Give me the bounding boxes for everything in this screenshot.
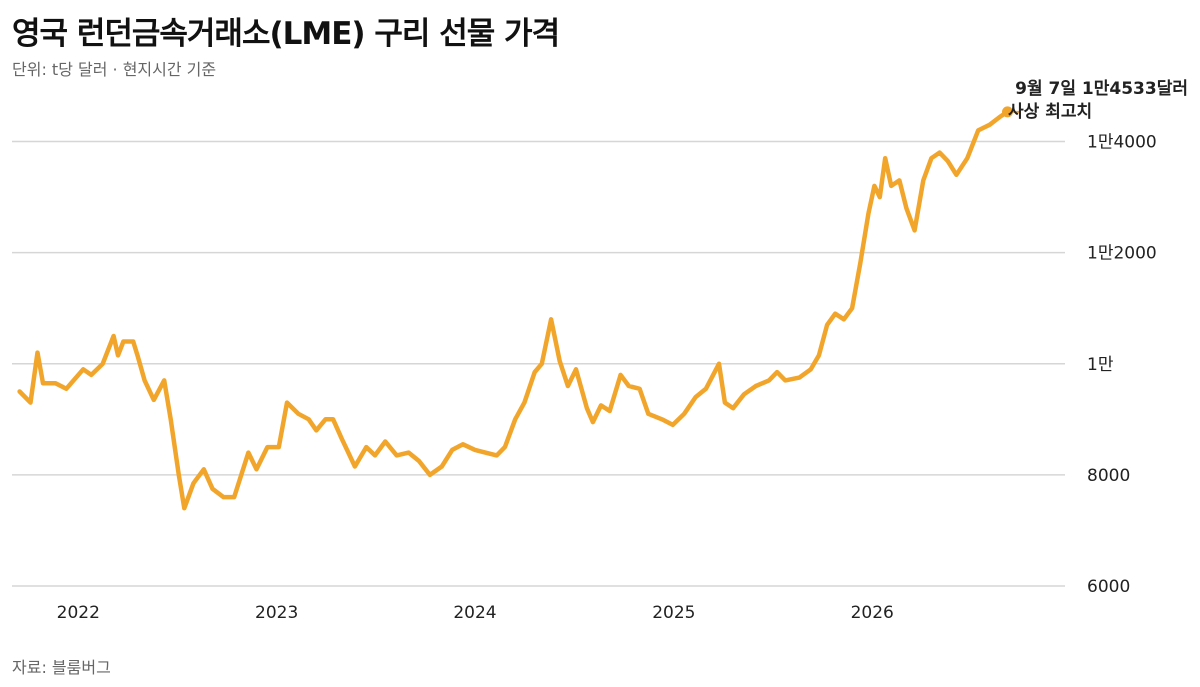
y-tick-label: 8000	[1087, 466, 1130, 486]
x-tick-label: 2025	[652, 603, 695, 623]
series-line	[17, 109, 1010, 511]
annotation-line-2: 사상 최고치	[1008, 102, 1092, 122]
source-note: 자료: 블룸버그	[12, 658, 111, 677]
y-tick-label: 1만	[1087, 355, 1114, 375]
y-tick-label: 6000	[1087, 577, 1130, 597]
x-tick-label: 2023	[255, 603, 298, 623]
chart-subtitle: 단위: t당 달러 · 현지시간 기준	[12, 60, 217, 79]
price-series	[17, 109, 1010, 511]
x-tick-label: 2026	[851, 603, 894, 623]
y-axis-ticks: 6000 8000 1만 1만2000 1만4000	[1087, 133, 1157, 598]
x-tick-label: 2022	[57, 603, 100, 623]
chart-title: 영국 런던금속거래소(LME) 구리 선물 가격	[12, 16, 560, 52]
x-tick-label: 2024	[453, 603, 496, 623]
gridlines	[12, 140, 1065, 587]
x-axis-ticks: 2022 2023 2024 2025 2026	[57, 603, 894, 623]
y-tick-label: 1만4000	[1087, 133, 1157, 153]
y-tick-label: 1만2000	[1087, 244, 1157, 264]
annotation-line-1: 9월 7일 1만4533달러	[1015, 78, 1188, 99]
